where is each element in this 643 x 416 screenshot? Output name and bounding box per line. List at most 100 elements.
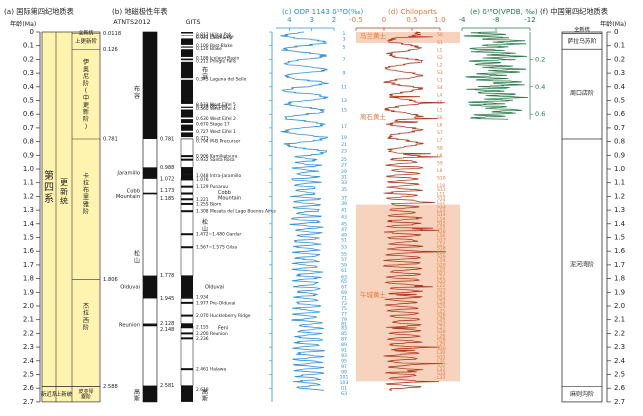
- left-tick-label: 1.5: [23, 234, 34, 242]
- right-tick-label: 2.3: [614, 343, 625, 351]
- a-gelasian: 杰: [83, 302, 89, 310]
- right-tick-label: 2.5: [614, 371, 625, 379]
- left-tick-label: 2.1: [23, 316, 34, 324]
- mis-number: 77: [341, 312, 347, 318]
- mis-number: 15: [341, 108, 347, 114]
- loess-label-malan: 马兰黄土: [360, 31, 387, 40]
- gits-reversed: [180, 138, 194, 168]
- soil-loess-label: S3: [437, 70, 443, 76]
- left-tick-label: 0.2: [23, 55, 34, 63]
- right-tick-label: 1.3: [614, 206, 625, 214]
- gits-brunhes: 布: [202, 66, 208, 74]
- chron-gauss: 高: [134, 388, 140, 396]
- gits-event-bar: [181, 301, 193, 304]
- right-tick-label: 1.4: [614, 220, 626, 228]
- soil-loess-label: L5: [437, 108, 443, 114]
- left-tick-label: 1.9: [23, 288, 34, 296]
- gits-matuyama: 松: [202, 218, 208, 226]
- a-calabrian: 里: [83, 194, 89, 201]
- mis-number: 39: [341, 201, 347, 207]
- f-stage-zhoukoudian: 周口店阶: [570, 89, 594, 97]
- gits-event: 0.670 Stage 17: [196, 121, 230, 127]
- right-tick-label: 0.4: [614, 83, 626, 91]
- left-tick-label: 1.3: [23, 206, 34, 214]
- left-tick-label: 1.8: [23, 275, 34, 283]
- panel-b-title: (b) 地磁极性年表: [112, 7, 168, 16]
- mis-number: 37: [341, 195, 347, 201]
- right-tick-label: 1.7: [614, 261, 625, 269]
- soil-loess-label: L4: [437, 93, 443, 99]
- gits-event-bar: [181, 233, 193, 236]
- left-tick-label: 2.2: [23, 329, 34, 337]
- gits-event-bar: [181, 246, 193, 249]
- soil-loess-label: L1: [437, 47, 443, 53]
- right-tick-label: 1.8: [614, 275, 625, 283]
- soil-loess-label: L28: [437, 333, 445, 339]
- gits-event: 0.630 West Eifel 2: [196, 116, 236, 122]
- gits-event: 1.255 Bjorn: [196, 201, 222, 207]
- left-tick-label: 1.1: [23, 179, 34, 187]
- panel-a-box: [41, 31, 101, 387]
- gits-event: 1.048 Intra-Jaramillo: [196, 173, 242, 179]
- gits-excursion: [181, 33, 193, 36]
- soil-loess-label: L21: [437, 275, 445, 281]
- gits-excursion: [181, 35, 193, 38]
- mis-number: 25: [341, 157, 347, 163]
- mis-number: 79: [341, 317, 347, 323]
- mis-number: 87: [341, 336, 347, 342]
- atnts-age: 2.581: [160, 383, 174, 389]
- soil-loess-label: L3: [437, 77, 443, 83]
- left-tick-label: 0.1: [23, 42, 34, 50]
- left-tick-label: 2.5: [23, 371, 34, 379]
- soil-loess-label: S11: [437, 187, 446, 193]
- soil-loess-label: S16: [437, 229, 446, 235]
- soil-loess-label: L23: [437, 292, 445, 298]
- panel-d-title: (d) Chiloparts: [388, 7, 437, 16]
- c-tick-label: 3: [309, 16, 313, 24]
- soil-loess-label: L11: [437, 191, 445, 197]
- gits-event: 2.200 Reunion: [196, 331, 228, 337]
- chron-gauss: 斯: [134, 395, 140, 403]
- gits-event-bar: [181, 158, 193, 161]
- gits-event-bar: [181, 295, 193, 298]
- soil-loess-label: L13: [437, 208, 445, 214]
- left-tick-label: 1.4: [23, 220, 35, 228]
- gits-event-bar: [181, 174, 193, 177]
- c-tick-label: 4: [287, 16, 292, 24]
- atnts-age: 2.148: [160, 327, 174, 333]
- a-series: 统: [60, 196, 68, 206]
- gits-event: 2.610: [196, 387, 209, 393]
- gits-excursion: [181, 107, 193, 110]
- gits-excursion: [181, 36, 193, 39]
- a-middle: 阶: [83, 115, 89, 123]
- a-boundary-age: 0.126: [103, 47, 118, 53]
- right-tick-label: 0.2: [614, 55, 625, 63]
- gits-gauss: 高: [202, 388, 208, 396]
- right-tick-label: 0.6: [614, 110, 626, 118]
- gits-event: 0.906 Kamikatsura: [196, 154, 238, 160]
- soil-loess-label: S21: [437, 271, 446, 277]
- soil-loess-label: L8: [437, 153, 443, 159]
- a-middle: 阶: [83, 80, 89, 88]
- a-middle: 伊: [83, 58, 89, 66]
- subchron-jaramillo: Jaramillo: [116, 171, 140, 177]
- mis-number: 47: [341, 227, 347, 233]
- left-axis-title: 年龄(Ma): [10, 20, 36, 28]
- atnts-age: 1.945: [160, 296, 174, 302]
- gits-excursion: [181, 44, 193, 47]
- a-holocene: 全新统: [78, 29, 93, 36]
- atnts-age: 1.185: [160, 196, 174, 202]
- soil-loess-label: S20: [437, 262, 446, 268]
- mis-number: 101: [340, 375, 349, 381]
- left-tick-label: 1.6: [23, 247, 35, 255]
- e-inner-tick-label: 0.2: [535, 55, 545, 63]
- right-tick-label: 2.0: [614, 302, 625, 310]
- soil-loess-label: S8: [437, 145, 443, 151]
- right-tick-label: 1.0: [614, 165, 625, 173]
- gits-event-bar: [181, 368, 193, 371]
- right-tick-label: 1.2: [614, 192, 625, 200]
- gits-excursion: [181, 47, 193, 50]
- panel-a-neogene: [41, 386, 101, 403]
- soil-loess-label: S30: [437, 346, 446, 352]
- left-tick-label: 2.4: [23, 357, 35, 365]
